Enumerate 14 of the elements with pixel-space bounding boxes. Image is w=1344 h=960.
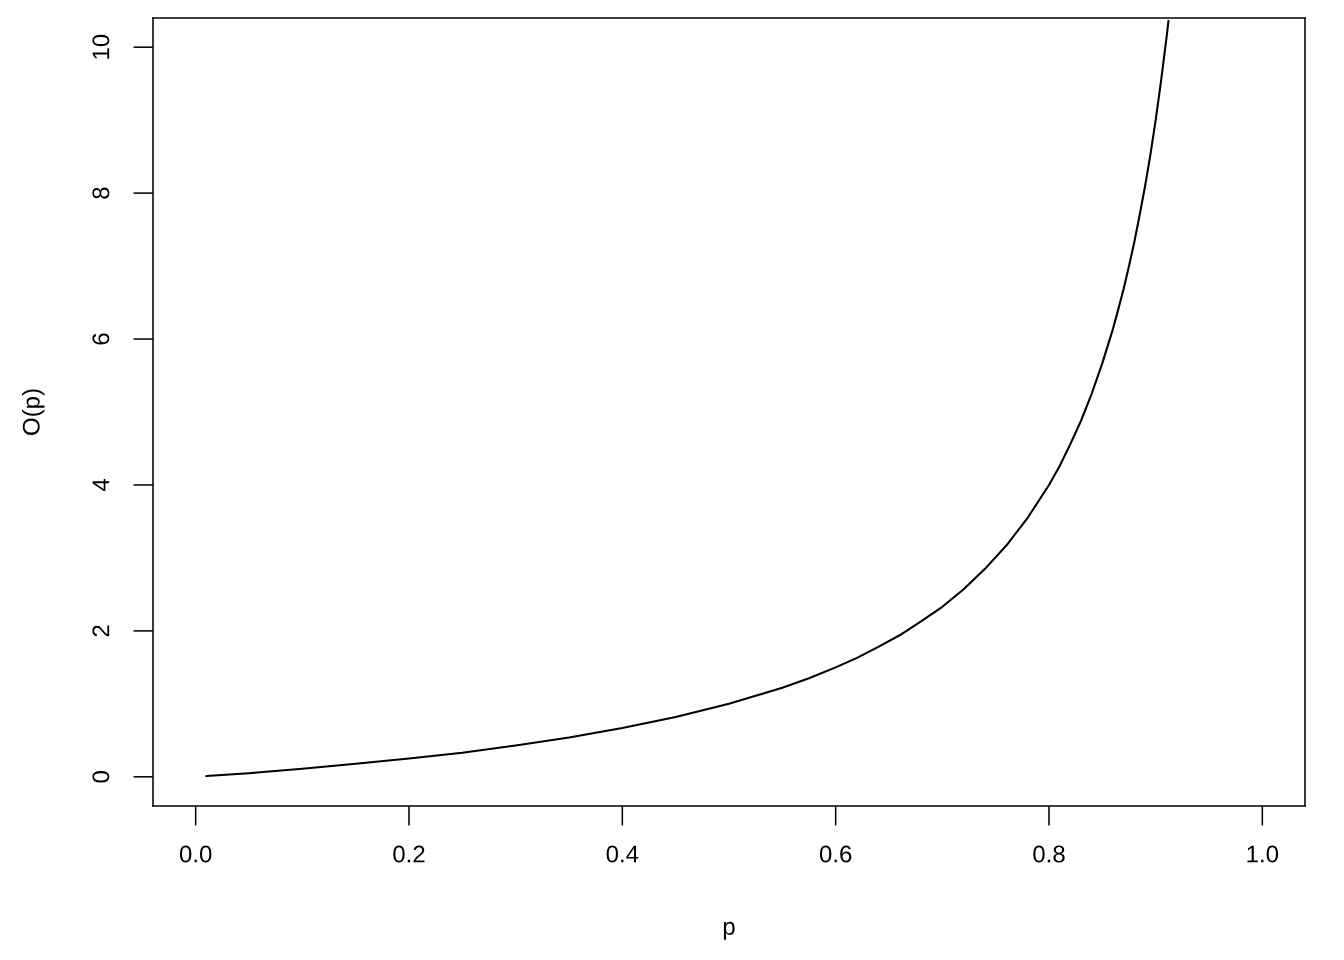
x-axis-title: p — [723, 921, 735, 940]
x-tick-label: 0.6 — [819, 845, 852, 863]
y-tick-label: 2 — [92, 625, 110, 637]
x-tick-label: 0.2 — [393, 845, 425, 863]
y-tick-label: 8 — [92, 187, 110, 199]
y-tick-label: 4 — [92, 478, 110, 492]
x-tick-label: 1.0 — [1247, 845, 1279, 863]
x-tick-label: 0.0 — [179, 845, 212, 863]
y-tick-label: 6 — [92, 333, 110, 345]
x-tick-label: 0.8 — [1033, 845, 1065, 863]
y-tick-label: 0 — [92, 771, 110, 783]
x-tick-label: 0.4 — [606, 845, 639, 863]
y-axis-title: O(p) — [22, 389, 45, 435]
y-tick-label: 10 — [92, 34, 110, 59]
